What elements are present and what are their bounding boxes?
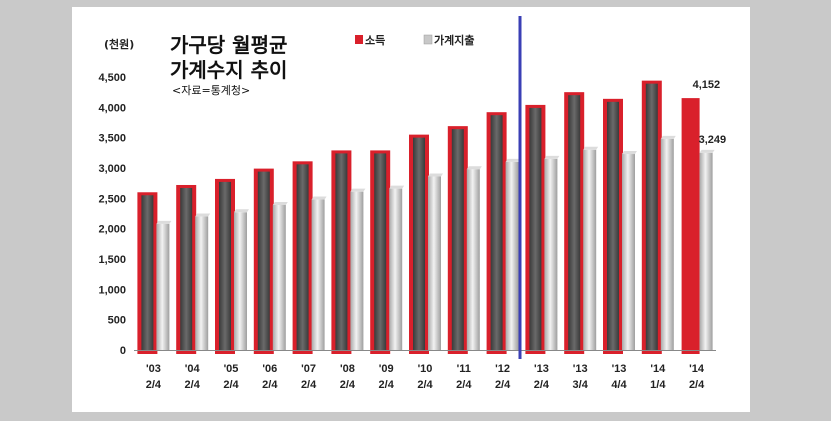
x-tick-label-quarter: 2/4: [301, 379, 317, 391]
expenditure-bar-top: [272, 202, 288, 206]
y-tick-label: 2,500: [98, 193, 126, 205]
household-budget-chart: 0 500 1,000 1,500 2,000 2,500 3,000 3,500 4,000 4…: [98, 16, 727, 391]
x-tick-label-quarter: 2/4: [689, 379, 705, 391]
income-bar-inner: [645, 83, 658, 350]
expenditure-bar: [505, 161, 519, 350]
income-bar-inner: [413, 137, 425, 350]
legend-label-expenditure: 가계지출: [434, 33, 474, 47]
expenditure-bar: [699, 152, 713, 350]
expenditure-bar: [466, 169, 480, 350]
income-bar: [681, 98, 700, 354]
unit-label: (천원): [104, 37, 134, 51]
expenditure-bar-top: [311, 196, 327, 200]
expenditure-bar-top: [660, 135, 676, 139]
expenditure-bar: [156, 223, 170, 350]
income-bar-inner: [374, 153, 387, 350]
income-bar-inner: [180, 187, 193, 350]
legend-swatch-income: [355, 35, 363, 44]
expenditure-bar: [350, 191, 364, 350]
x-tick-label-quarter: 2/4: [223, 379, 239, 391]
chart-title-line1: 가구당 월평균: [170, 33, 287, 57]
expenditure-bar-top: [699, 149, 715, 153]
x-tick-label-year: '13: [573, 363, 588, 375]
income-bar-inner: [219, 181, 231, 350]
x-tick-label-year: '11: [457, 363, 471, 375]
y-tick-label: 4,500: [98, 72, 126, 84]
expenditure-bar: [660, 138, 674, 350]
y-tick-label: 0: [120, 345, 126, 357]
expenditure-bar: [622, 154, 635, 350]
expenditure-bar-top: [583, 146, 599, 150]
expenditure-bar: [544, 158, 558, 350]
legend: 소득 가계지출: [355, 33, 474, 47]
x-tick-label-quarter: 2/4: [146, 379, 162, 391]
x-tick-label-year: '07: [301, 363, 316, 375]
y-tick-label: 3,500: [98, 133, 126, 145]
y-tick-label: 1,500: [98, 254, 126, 266]
expenditure-bar-top: [234, 209, 249, 213]
y-tick-label: 4,000: [98, 102, 126, 114]
expenditure-bar-top: [544, 155, 560, 159]
x-tick-label-year: '10: [418, 363, 433, 375]
expenditure-bar-top: [156, 220, 172, 224]
legend-swatch-expenditure: [423, 34, 433, 45]
income-bar-inner: [335, 153, 348, 350]
income-bar-inner: [529, 107, 542, 350]
y-tick-label: 1,000: [98, 284, 126, 296]
x-tick-label-year: '06: [262, 363, 277, 375]
expenditure-bar-top: [505, 158, 521, 162]
x-tick-label-year: '12: [495, 363, 510, 375]
x-tick-label-year: '14: [689, 363, 705, 375]
y-tick-label: 500: [108, 315, 126, 327]
income-bar-inner: [568, 95, 581, 351]
chart-title-line2: 가계수지 추이: [170, 58, 287, 82]
chart-frame: 0 500 1,000 1,500 2,000 2,500 3,000 3,500 4,000 4…: [72, 7, 750, 412]
income-bar-inner: [296, 164, 309, 350]
x-tick-label-quarter: 2/4: [262, 379, 278, 391]
income-data-label: 4,152: [693, 79, 721, 91]
expenditure-bar: [272, 205, 286, 350]
x-tick-label-quarter: 2/4: [534, 379, 550, 391]
expenditure-bar-top: [466, 166, 482, 170]
expenditure-bar: [311, 199, 325, 350]
expenditure-bar: [428, 176, 441, 350]
x-tick-label-quarter: 2/4: [379, 379, 395, 391]
y-tick-label: 2,000: [98, 224, 126, 236]
expenditure-bar: [195, 216, 209, 350]
y-tick-label: 3,000: [98, 163, 126, 175]
expenditure-bar: [234, 212, 247, 350]
expenditure-bar-top: [428, 173, 443, 177]
x-tick-label-year: '08: [340, 363, 355, 375]
expenditure-bar-top: [195, 213, 211, 217]
income-bar-inner: [141, 195, 154, 350]
x-tick-label-quarter: 2/4: [417, 379, 433, 391]
x-tick-label-year: '14: [650, 363, 666, 375]
x-tick-label-year: '13: [534, 363, 549, 375]
x-tick-label-year: '05: [224, 363, 239, 375]
expenditure-bar: [583, 149, 597, 350]
expenditure-bar-top: [622, 151, 637, 155]
x-tick-label-quarter: 2/4: [456, 379, 472, 391]
income-bar-inner: [607, 101, 619, 350]
x-tick-label-year: '03: [146, 363, 161, 375]
x-tick-label-quarter: 2/4: [185, 379, 201, 391]
expenditure-bar: [389, 188, 403, 350]
x-tick-label-quarter: 4/4: [611, 379, 627, 391]
x-tick-label-quarter: 2/4: [340, 379, 356, 391]
x-tick-label-year: '04: [185, 363, 201, 375]
x-tick-label-quarter: 3/4: [573, 379, 589, 391]
expenditure-data-label: 3,249: [699, 134, 727, 146]
income-bar-inner: [490, 115, 503, 350]
x-tick-label-quarter: 1/4: [650, 379, 666, 391]
x-tick-label-year: '09: [379, 363, 394, 375]
x-tick-label-year: '13: [612, 363, 627, 375]
income-bar-inner: [451, 129, 464, 350]
income-bar-inner: [257, 171, 270, 350]
chart-subtitle: <자료=통계청>: [172, 84, 250, 97]
expenditure-bar-top: [350, 188, 366, 192]
legend-label-income: 소득: [365, 34, 385, 47]
expenditure-bar-top: [389, 185, 405, 189]
x-tick-label-quarter: 2/4: [495, 379, 511, 391]
